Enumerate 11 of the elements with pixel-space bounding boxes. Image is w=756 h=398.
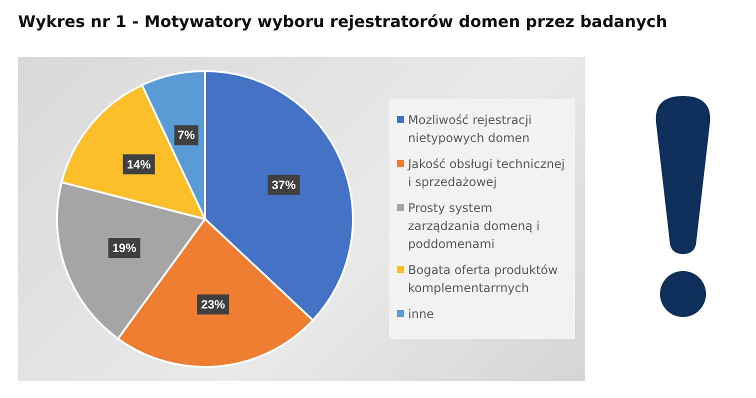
legend-label: inne [408, 306, 434, 323]
data-label: 7% [178, 128, 196, 142]
legend-label: Mozliwość rejestracji nietypowych domen [408, 112, 533, 147]
data-label: 19% [112, 241, 137, 256]
data-label: 23% [201, 297, 226, 312]
chart-title: Wykres nr 1 - Motywatory wyboru rejestratorów domen przez badanych [18, 12, 668, 31]
legend-label: Bogata oferta produktów komplementarrnych [408, 262, 559, 297]
data-label: 14% [126, 157, 152, 172]
legend-label: Jakość obsługi technicznej i sprzedażowej [408, 156, 566, 191]
data-label: 37% [272, 178, 296, 192]
legend-label: Prosty system zarządzania domeną i poddomenami [408, 200, 541, 253]
